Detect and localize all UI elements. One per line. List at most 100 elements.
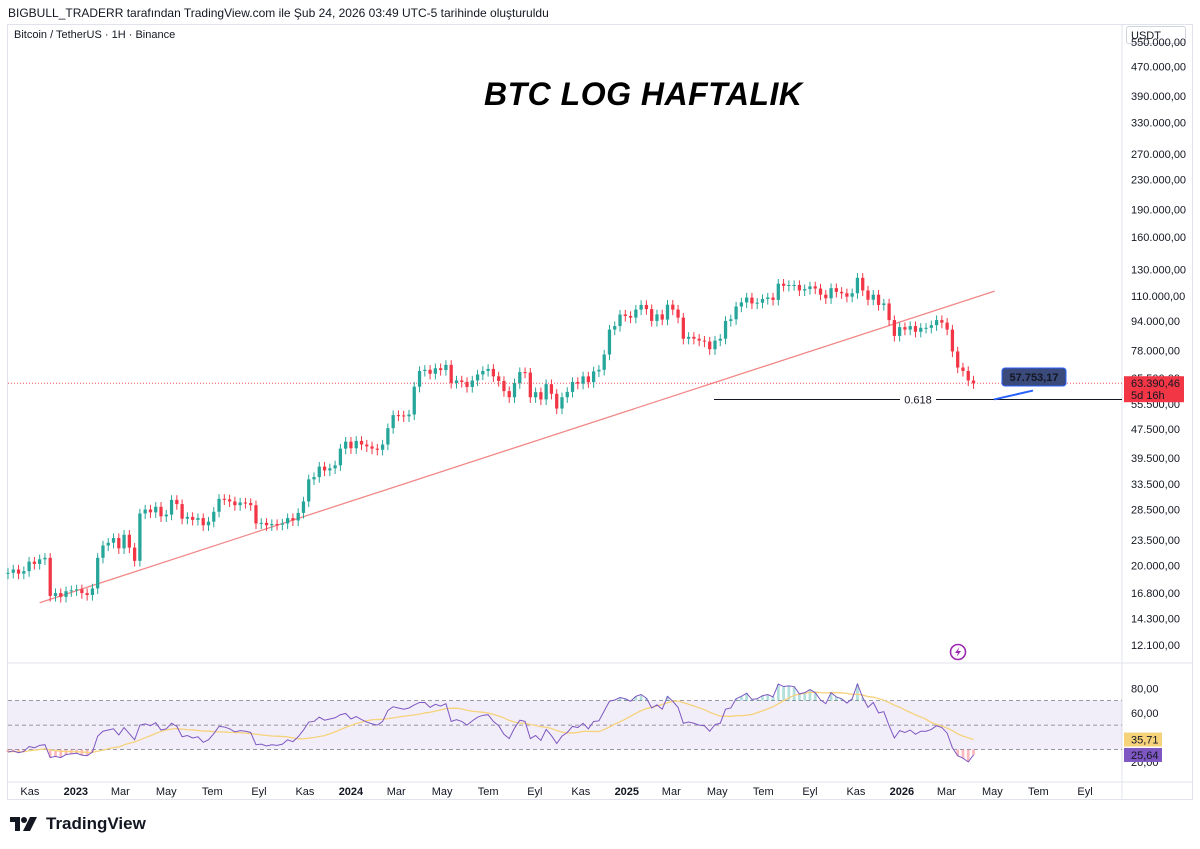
candle-body <box>380 444 385 450</box>
candle <box>650 304 654 327</box>
candle <box>787 280 791 292</box>
candle-body <box>386 428 390 445</box>
candle-body <box>523 372 527 374</box>
candle-body <box>375 448 379 450</box>
candle-body <box>655 314 659 321</box>
candle <box>106 538 110 552</box>
price-tick-label: 390.000,00 <box>1131 91 1186 103</box>
candle <box>723 316 728 345</box>
candle <box>771 292 775 306</box>
candle <box>217 494 221 518</box>
candle-body <box>217 498 221 512</box>
candle-body <box>502 380 506 392</box>
candle <box>586 371 591 388</box>
candle-body <box>924 327 928 329</box>
candle-body <box>824 294 828 299</box>
candle-body <box>454 380 459 383</box>
candle-body <box>196 518 200 520</box>
rsi-line <box>7 682 974 763</box>
candle-body <box>285 518 290 524</box>
candle-body <box>602 354 606 370</box>
candle-body <box>803 289 807 291</box>
candle <box>803 284 807 297</box>
candle-body <box>681 317 685 339</box>
candle <box>454 375 459 389</box>
candle-body <box>576 381 580 384</box>
time-axis[interactable]: Kas 2023 Mar May Tem Eyl Kas 2024 Mar May Tem Eyl Ka… <box>20 786 1092 798</box>
candle <box>222 494 226 505</box>
candle-body <box>539 392 543 400</box>
candle <box>227 494 232 508</box>
candle <box>291 513 295 527</box>
candle <box>439 363 443 376</box>
price-tick-label: 470.000,00 <box>1131 62 1186 74</box>
candle <box>127 530 131 554</box>
price-axis[interactable]: 550.000,00 470.000,00 390.000,00 330.000,00… <box>1131 37 1186 652</box>
candle <box>64 586 68 603</box>
candle <box>206 516 211 531</box>
candle-body <box>876 294 881 305</box>
candle-body <box>143 509 147 514</box>
candle-body <box>222 498 226 500</box>
candle <box>818 283 823 301</box>
rsi-ma-line <box>7 691 974 753</box>
candle <box>913 321 918 338</box>
candle-body <box>908 326 912 330</box>
candle-body <box>90 588 95 595</box>
candle-body <box>74 589 79 591</box>
time-tick-label: Mar <box>387 786 406 798</box>
tradingview-logo-icon[interactable] <box>10 816 40 832</box>
candle <box>53 588 58 602</box>
candle-body <box>934 320 939 326</box>
candle-body <box>428 369 432 374</box>
candle-body <box>154 506 158 513</box>
candle-body <box>813 286 817 289</box>
candle <box>655 309 659 327</box>
candle <box>597 365 601 378</box>
candle <box>317 461 321 483</box>
candle <box>497 371 501 387</box>
candle <box>322 461 327 477</box>
time-tick-label: Kas <box>571 786 590 798</box>
candle <box>333 460 337 474</box>
candle <box>243 497 248 509</box>
candle-body <box>528 372 532 398</box>
candle <box>671 299 675 316</box>
candle-body <box>929 325 933 328</box>
price-tick-label: 160.000,00 <box>1131 232 1186 244</box>
currency-selector[interactable]: USDT <box>1126 26 1186 44</box>
symbol-info[interactable]: Bitcoin / TetherUS · 1H · Binance <box>14 29 176 41</box>
candle <box>307 474 311 508</box>
candle-body <box>671 304 675 310</box>
candle <box>929 320 933 334</box>
candle <box>507 386 511 403</box>
candle <box>623 309 627 322</box>
candle-body <box>148 509 153 513</box>
candle <box>296 508 300 527</box>
candle <box>117 533 121 554</box>
time-tick-label: Mar <box>111 786 130 798</box>
price-tick-label: 23.500,00 <box>1131 535 1180 547</box>
candle-body <box>549 384 554 394</box>
candle <box>417 366 422 393</box>
candle <box>792 280 796 291</box>
candle <box>191 512 195 526</box>
candle <box>613 321 617 336</box>
candle-body <box>692 336 696 339</box>
candle <box>32 556 37 570</box>
flash-icon[interactable] <box>949 643 967 661</box>
candle-body <box>307 479 311 502</box>
candle <box>797 280 802 297</box>
candle-body <box>481 370 485 375</box>
candle <box>43 553 47 565</box>
candle <box>175 495 179 510</box>
price-tick-label: 12.100,00 <box>1131 640 1180 652</box>
time-tick-label: Tem <box>202 786 223 798</box>
candle <box>924 323 928 334</box>
candle-body <box>80 589 84 594</box>
candle <box>644 300 649 315</box>
candle-body <box>370 446 374 449</box>
candle <box>391 410 395 434</box>
